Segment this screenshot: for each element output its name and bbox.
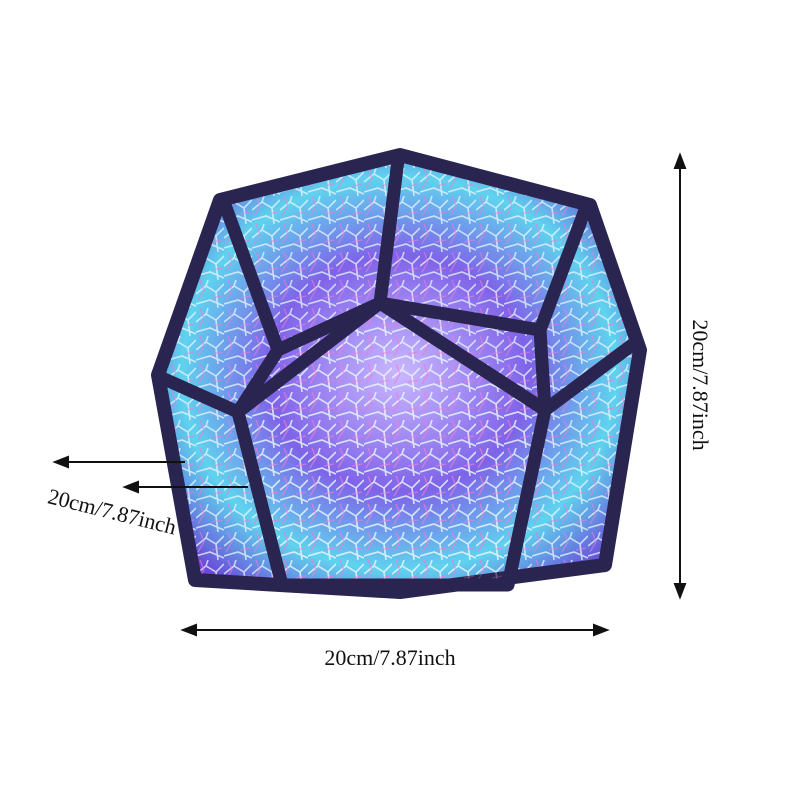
height-label: 20cm/7.87inch xyxy=(688,319,713,451)
width-label: 20cm/7.87inch xyxy=(324,645,456,670)
lamp-frame-edges xyxy=(155,153,639,592)
width-dimension-arrow xyxy=(180,623,610,637)
depth-dimension-arrow xyxy=(52,455,248,494)
height-dimension-arrow xyxy=(673,152,687,600)
